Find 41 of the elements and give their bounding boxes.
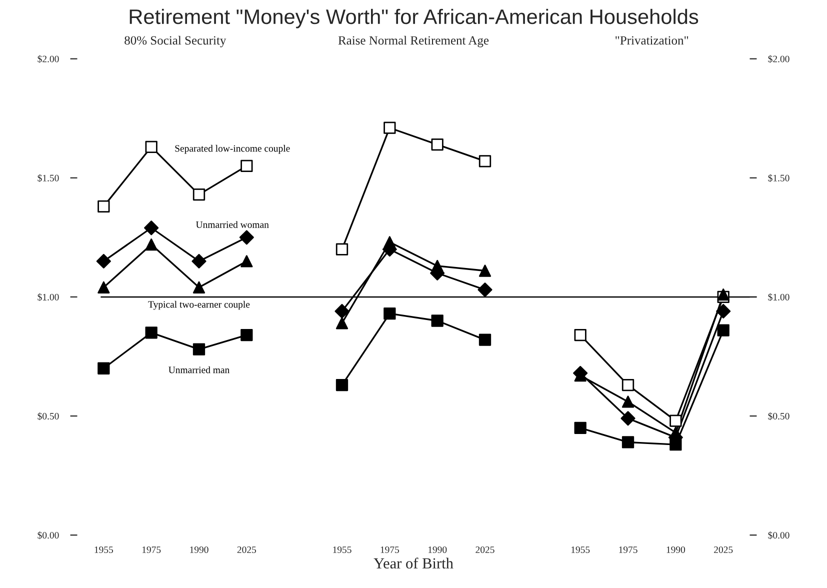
y2-tick-label: $1.50 [768, 174, 790, 182]
y2-tick-label: $2.00 [768, 55, 790, 63]
y-tick-label: $2.00 [38, 55, 59, 63]
x-tick-label: 2025 [237, 546, 256, 554]
point [622, 396, 634, 408]
text: "Privatization" [616, 36, 688, 45]
point [336, 317, 348, 330]
x-tick-label: 1990 [666, 546, 686, 554]
y-tick-label: $0.00 [38, 531, 59, 540]
series-label: Unmarried woman [196, 221, 269, 228]
series-label: Typical two-earner couple [148, 300, 250, 310]
x-tick-label: 1975 [380, 546, 400, 554]
y-tick-label: $1.50 [38, 174, 59, 182]
y-tick-label: $0.50 [38, 412, 59, 420]
x-tick-label: 1990 [428, 546, 447, 554]
point [192, 281, 206, 294]
y-tick-label: $1.00 [38, 293, 59, 302]
text: 80% Social Security [124, 36, 226, 48]
y2-tick-label: $0.00 [768, 531, 790, 540]
y2-tick-label: $1.00 [768, 293, 790, 302]
x-tick-label: 1955 [333, 546, 352, 554]
x-axis-title: Year of Birth [374, 558, 454, 569]
x-tick-label: 2025 [714, 546, 733, 554]
x-tick-label: 1975 [142, 546, 161, 554]
series-label: Separated low-income couple [175, 144, 290, 154]
text: Raise Normal Retirement Age [338, 36, 489, 48]
point [717, 288, 730, 301]
x-tick-label: 1975 [619, 546, 638, 554]
point [384, 236, 396, 248]
x-tick-label: 1990 [190, 546, 208, 554]
series-label: Unmarried man [168, 366, 230, 374]
x-tick-label: 1955 [94, 546, 114, 554]
point [145, 238, 158, 251]
y2-tick-label: $0.50 [768, 412, 790, 420]
x-tick-label: 2025 [476, 546, 494, 554]
point [240, 255, 253, 268]
chart-title: Retirement "Money's Worth" for African-American Households [130, 8, 698, 28]
x-tick-label: 1955 [571, 546, 590, 554]
point [431, 260, 444, 272]
point [98, 281, 110, 294]
point [478, 264, 492, 277]
